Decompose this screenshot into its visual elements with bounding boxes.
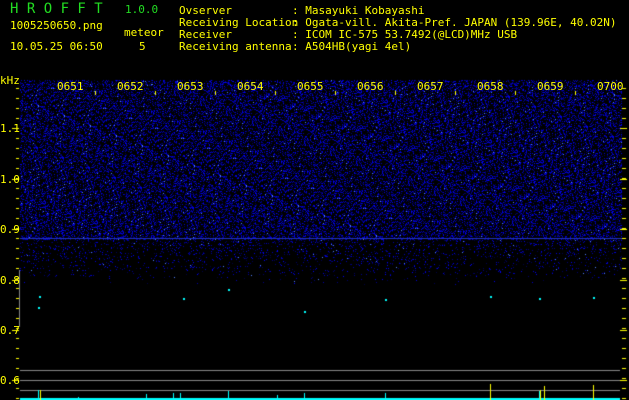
info-value-receiver: : ICOM IC-575 53.7492(@LCD)MHz USB [292, 28, 518, 41]
time-label: 0657 [417, 80, 444, 93]
y-unit-label: kHz [0, 74, 20, 87]
time-label: 0651 [57, 80, 84, 93]
time-label: 0654 [237, 80, 264, 93]
time-label: 0658 [477, 80, 504, 93]
info-value-antenna: : A504HB(yagi 4el) [292, 40, 412, 53]
info-label-location: Receiving Location [179, 16, 299, 29]
time-label: 0652 [117, 80, 144, 93]
time-label: 0653 [177, 80, 204, 93]
datetime: 10.05.25 06:50 [10, 40, 103, 53]
filename: 1005250650.png [10, 19, 103, 32]
info-value-location: : Ogata-vill. Akita-Pref. JAPAN (139.96E… [292, 16, 617, 29]
time-label: 0700 [597, 80, 624, 93]
y-tick-label: 0.6 [0, 374, 20, 387]
info-label-receiver: Receiver [179, 28, 232, 41]
time-label: 0659 [537, 80, 564, 93]
info-value-observer: : Masayuki Kobayashi [292, 4, 425, 17]
time-label: 0656 [357, 80, 384, 93]
time-label: 0655 [297, 80, 324, 93]
info-label-observer: Ovserver [179, 4, 232, 17]
app-logo: H R O F F T [10, 1, 103, 17]
y-tick-label: 1.1 [0, 122, 20, 135]
y-tick-label: 0.8 [0, 274, 20, 287]
y-tick-label: 0.7 [0, 324, 20, 337]
info-label-antenna: Receiving antenna [179, 40, 292, 53]
meteor-label: meteor [124, 26, 164, 39]
y-tick-label: 1.0 [0, 173, 20, 186]
meteor-count: 5 [139, 40, 146, 53]
app-version: 1.0.0 [125, 3, 159, 16]
y-tick-label: 0.9 [0, 223, 20, 236]
